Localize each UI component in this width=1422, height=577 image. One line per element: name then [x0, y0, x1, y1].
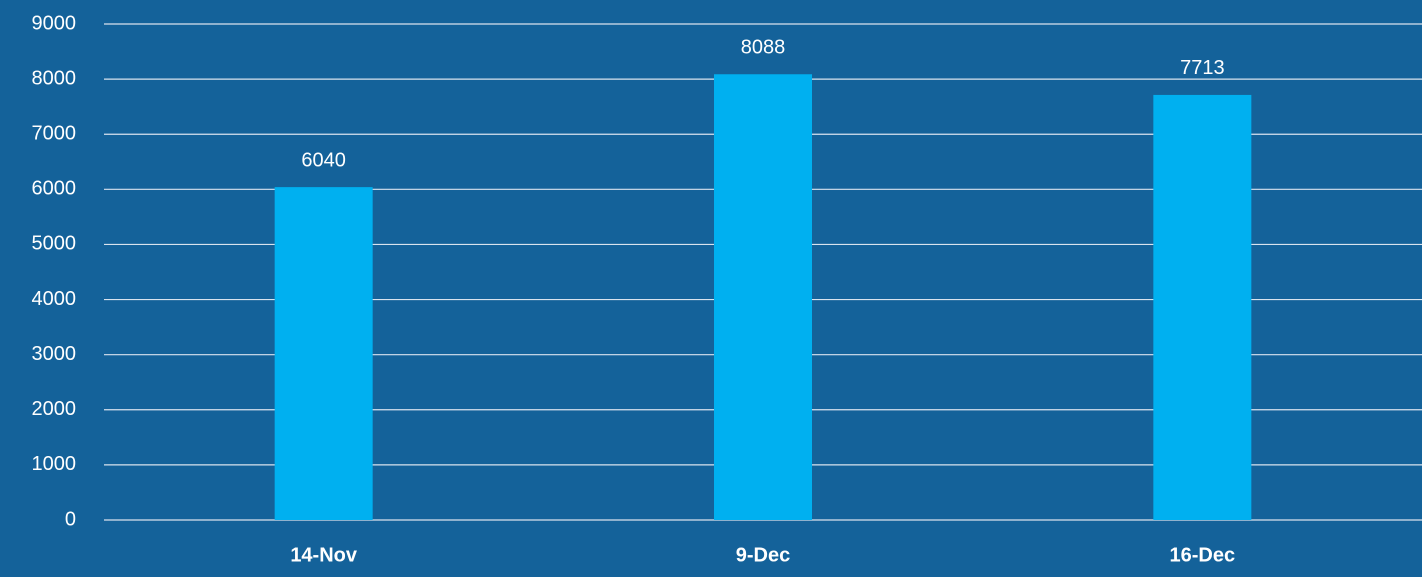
y-tick-label: 8000 [32, 67, 77, 89]
y-tick-label: 9000 [32, 12, 77, 34]
y-tick-label: 6000 [32, 178, 77, 200]
y-tick-label: 4000 [32, 288, 77, 310]
x-tick-label: 9-Dec [736, 544, 790, 566]
bar [274, 187, 373, 520]
y-tick-label: 5000 [32, 233, 77, 255]
y-tick-label: 1000 [32, 453, 77, 475]
data-label: 7713 [1180, 57, 1225, 79]
y-tick-label: 3000 [32, 343, 77, 365]
x-tick-label: 16-Dec [1170, 544, 1236, 566]
y-tick-label: 0 [65, 508, 76, 530]
bar [714, 74, 812, 521]
y-tick-label: 7000 [32, 123, 77, 145]
x-tick-label: 14-Nov [290, 544, 358, 566]
data-label: 8088 [741, 37, 786, 59]
bar [1153, 94, 1252, 520]
y-tick-label: 2000 [32, 398, 77, 420]
data-label: 6040 [301, 149, 346, 171]
